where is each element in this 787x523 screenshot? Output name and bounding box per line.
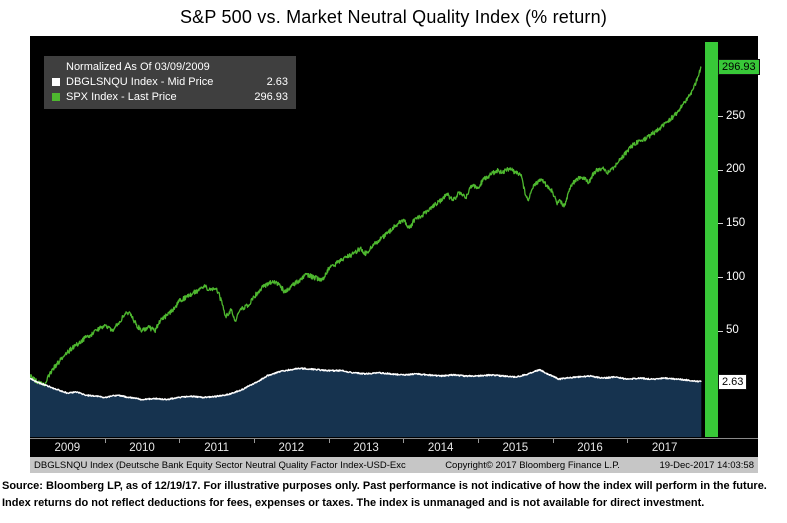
y-axis-tick (718, 116, 723, 118)
legend-label-dbglsnqu: DBGLSNQU Index - Mid Price (66, 76, 214, 88)
x-axis-tick (403, 439, 405, 443)
statusbar-ticker-description: DBGLSNQU Index (Deutsche Bank Equity Sec… (34, 459, 406, 471)
x-axis-tick (627, 439, 629, 443)
chart-title: S&P 500 vs. Market Neutral Quality Index… (179, 7, 608, 27)
statusbar-copyright: Copyright© 2017 Bloomberg Finance L.P. (445, 459, 620, 471)
legend-row-spx: SPX Index - Last Price 296.93 (52, 91, 288, 103)
source-disclaimer: Source: Bloomberg LP, as of 12/19/17. Fo… (2, 480, 767, 509)
plot-svg (30, 66, 702, 437)
y-axis-label: 150 (726, 216, 746, 229)
spx-marker-icon (52, 93, 60, 101)
y-axis-tick (718, 169, 723, 171)
legend-row-dbglsnqu: DBGLSNQU Index - Mid Price 2.63 (52, 76, 288, 88)
x-axis-label: 2014 (427, 442, 454, 454)
y-axis-label: 100 (726, 270, 746, 283)
y-axis-label: 200 (726, 163, 746, 176)
x-axis-label: 2017 (651, 442, 678, 454)
x-axis-label: 2011 (204, 442, 230, 454)
statusbar-timestamp: 19-Dec-2017 14:03:58 (659, 459, 754, 471)
x-axis: 2009 2010 2011 2012 2013 2014 2015 2016 2017 (30, 438, 758, 457)
dbglsnqu-last-price-label: 2.63 (718, 373, 748, 390)
dbglsnqu-area-fill (30, 367, 702, 437)
x-axis-tick (104, 439, 106, 443)
y-axis: 250 200 150 100 50 (717, 36, 758, 438)
spx-last-price-label: 296.93 (718, 58, 760, 75)
last-price-strip (705, 42, 718, 437)
statusbar: DBGLSNQU Index (Deutsche Bank Equity Sec… (30, 457, 758, 473)
y-axis-tick (718, 330, 723, 332)
x-axis-label: 2013 (353, 442, 379, 454)
x-axis-tick (478, 439, 479, 443)
x-axis-label: 2010 (129, 442, 155, 454)
legend-value-spx: 296.93 (254, 91, 288, 103)
y-axis-label: 50 (726, 324, 739, 337)
spx-line (30, 66, 702, 387)
chart-legend: Normalized As Of 03/09/2009 DBGLSNQU Ind… (44, 56, 296, 109)
legend-label-spx: SPX Index - Last Price (66, 91, 177, 103)
x-axis-tick (179, 439, 181, 443)
y-axis-label: 250 (726, 109, 746, 122)
x-axis-label: 2009 (54, 442, 81, 454)
x-axis-tick (254, 439, 255, 443)
dbglsnqu-line (30, 367, 702, 401)
y-axis-tick (718, 277, 723, 278)
legend-value-dbglsnqu: 2.63 (266, 76, 288, 88)
x-axis-tick (328, 439, 330, 443)
dbglsnqu-marker-icon (52, 78, 60, 86)
legend-normalized-heading: Normalized As Of 03/09/2009 (66, 61, 210, 73)
x-axis-label: 2015 (502, 442, 529, 454)
x-axis-tick (552, 439, 554, 443)
x-axis-label: 2012 (278, 442, 305, 454)
x-axis-label: 2016 (577, 442, 603, 454)
y-axis-tick (718, 223, 723, 225)
bloomberg-chart: 250 200 150 100 50 296.93 2.63 2009 2010 2011 2… (30, 36, 760, 473)
